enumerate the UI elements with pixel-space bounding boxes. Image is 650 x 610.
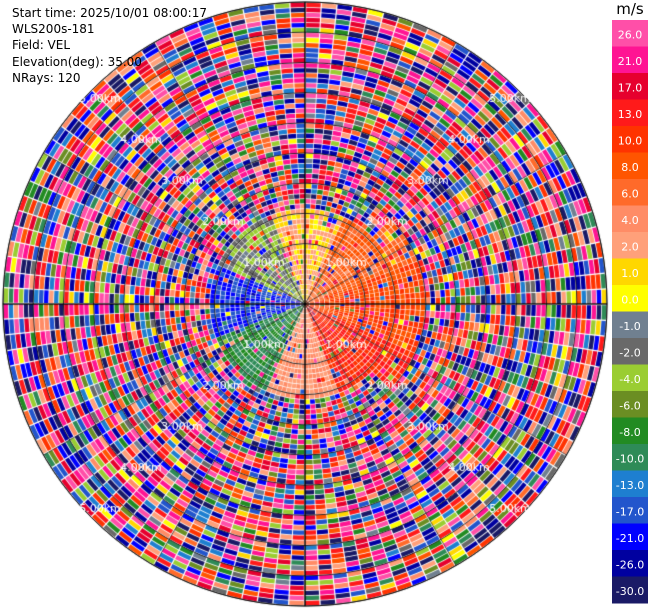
colorbar-tick-label: -8.0: [619, 426, 640, 439]
colorbar-tick-label: 1.0: [621, 267, 639, 280]
field-text: Field: VEL: [12, 38, 71, 53]
colorbar-segment: [612, 20, 648, 47]
start-time-text: Start time: 2025/10/01 08:00:17: [12, 6, 207, 20]
colorbar-segment: [612, 497, 648, 524]
colorbar-tick-label: 10.0: [618, 135, 643, 148]
colorbar-tick-label: 26.0: [618, 29, 643, 42]
colorbar-tick-label: 21.0: [618, 55, 643, 68]
colorbar-tick-label: -26.0: [616, 559, 644, 572]
colorbar-segment: [612, 391, 648, 418]
ppi-velocity-plot: [0, 0, 610, 610]
colorbar-segment: [612, 470, 648, 498]
colorbar-segment: [612, 444, 648, 471]
colorbar-tick-label: -2.0: [619, 347, 640, 360]
colorbar-tick-label: 0.0: [621, 294, 639, 307]
colorbar-segment: [612, 152, 648, 180]
colorbar-segment: [612, 205, 648, 233]
station-text: WLS200s-181: [12, 22, 95, 37]
colorbar-segment: [612, 46, 648, 74]
colorbar-tick-label: -17.0: [616, 506, 644, 519]
colorbar-tick-label: -10.0: [616, 453, 644, 466]
colorbar-segment: [612, 364, 648, 392]
colorbar-tick-label: -1.0: [619, 320, 640, 333]
colorbar-tick-label: -4.0: [619, 373, 640, 386]
colorbar-segment: [612, 73, 648, 100]
colorbar-tick-label: -13.0: [616, 479, 644, 492]
colorbar-segment: [612, 417, 648, 445]
colorbar-segment: [612, 99, 648, 127]
plot-info: Start time: 2025/10/01 08:00:17 WLS200s-…: [12, 5, 207, 86]
colorbar-tick-label: 8.0: [621, 161, 639, 174]
colorbar-unit: m/s: [616, 0, 644, 18]
nrays-text: NRays: 120: [12, 70, 81, 85]
colorbar-tick-label: 4.0: [621, 214, 639, 227]
colorbar-segment: [612, 576, 648, 604]
velocity-colorbar: 26.0 21.0 17.0 13.0 10.0 8.0 6.0 4.0 2.0 1.0 0.0 -1…: [612, 20, 648, 604]
colorbar-segment: [612, 550, 648, 577]
colorbar-segment: [612, 311, 648, 339]
elevation-text: Elevation(deg): 35.00: [12, 54, 142, 69]
colorbar-segment: [612, 258, 648, 286]
colorbar-segment: [612, 338, 648, 365]
colorbar-segment: [612, 179, 648, 206]
colorbar-tick-label: -30.0: [616, 585, 644, 598]
colorbar-segment: [612, 126, 648, 153]
colorbar-tick-label: 2.0: [621, 241, 639, 254]
colorbar-segment: [612, 285, 648, 312]
colorbar-tick-label: -21.0: [616, 532, 644, 545]
colorbar-tick-label: 17.0: [618, 82, 643, 95]
colorbar-segment: [612, 232, 648, 259]
colorbar-tick-label: 13.0: [618, 108, 643, 121]
colorbar-tick-label: -6.0: [619, 400, 640, 413]
colorbar-segment: [612, 523, 648, 551]
colorbar-tick-label: 6.0: [621, 188, 639, 201]
